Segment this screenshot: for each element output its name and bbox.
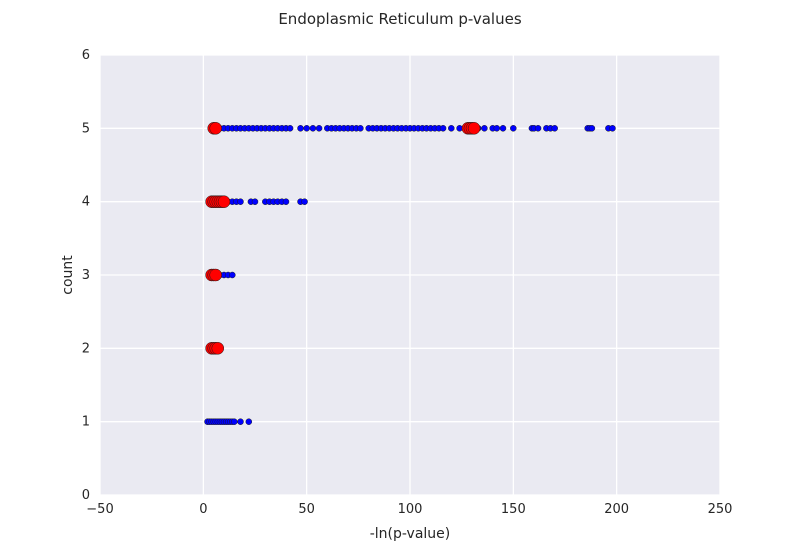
x-tick-label: 0: [199, 502, 207, 517]
small-blue-point: [297, 125, 304, 132]
small-blue-point: [245, 418, 253, 425]
x-axis-label: -ln(p-value): [370, 526, 451, 542]
small-blue-point: [231, 418, 238, 425]
small-blue-point: [229, 271, 236, 279]
large-red-point: [467, 122, 481, 135]
large-red-point: [211, 342, 225, 355]
y-tick-label: 6: [82, 48, 90, 63]
y-tick-label: 0: [82, 488, 90, 503]
small-blue-point: [448, 125, 455, 132]
small-blue-point: [551, 125, 558, 132]
x-tick-label: 150: [501, 502, 526, 517]
small-blue-point: [309, 125, 317, 132]
x-tick-label: 250: [708, 502, 733, 517]
small-blue-point: [237, 418, 244, 425]
x-tick-label: −50: [86, 502, 113, 517]
small-blue-point: [481, 125, 488, 132]
small-blue-point: [357, 125, 364, 132]
small-blue-point: [315, 125, 323, 132]
small-blue-point: [534, 125, 542, 132]
large-red-point: [217, 195, 231, 208]
chart-title: Endoplasmic Reticulum p-values: [278, 10, 522, 28]
x-tick-label: 200: [604, 502, 629, 517]
small-blue-point: [282, 198, 290, 205]
small-blue-point: [499, 125, 507, 132]
small-blue-point: [439, 125, 447, 132]
small-blue-point: [237, 198, 244, 205]
small-blue-point: [588, 125, 596, 132]
small-blue-point: [301, 198, 308, 205]
small-blue-point: [251, 198, 259, 205]
data-points: [204, 122, 616, 425]
x-tick-label: 50: [298, 502, 315, 517]
small-blue-point: [609, 125, 616, 132]
small-blue-point: [303, 125, 310, 132]
x-tick-label: 100: [398, 502, 423, 517]
y-tick-label: 1: [82, 415, 90, 430]
y-tick-label: 2: [82, 341, 90, 356]
y-axis-label: count: [60, 255, 76, 295]
small-blue-point: [510, 125, 517, 132]
large-red-point: [209, 122, 222, 135]
y-tick-label: 4: [82, 195, 90, 210]
large-red-point: [209, 268, 222, 282]
y-tick-label: 3: [82, 268, 90, 283]
small-blue-point: [493, 125, 501, 132]
y-tick-label: 5: [82, 121, 90, 136]
small-blue-point: [286, 125, 294, 132]
